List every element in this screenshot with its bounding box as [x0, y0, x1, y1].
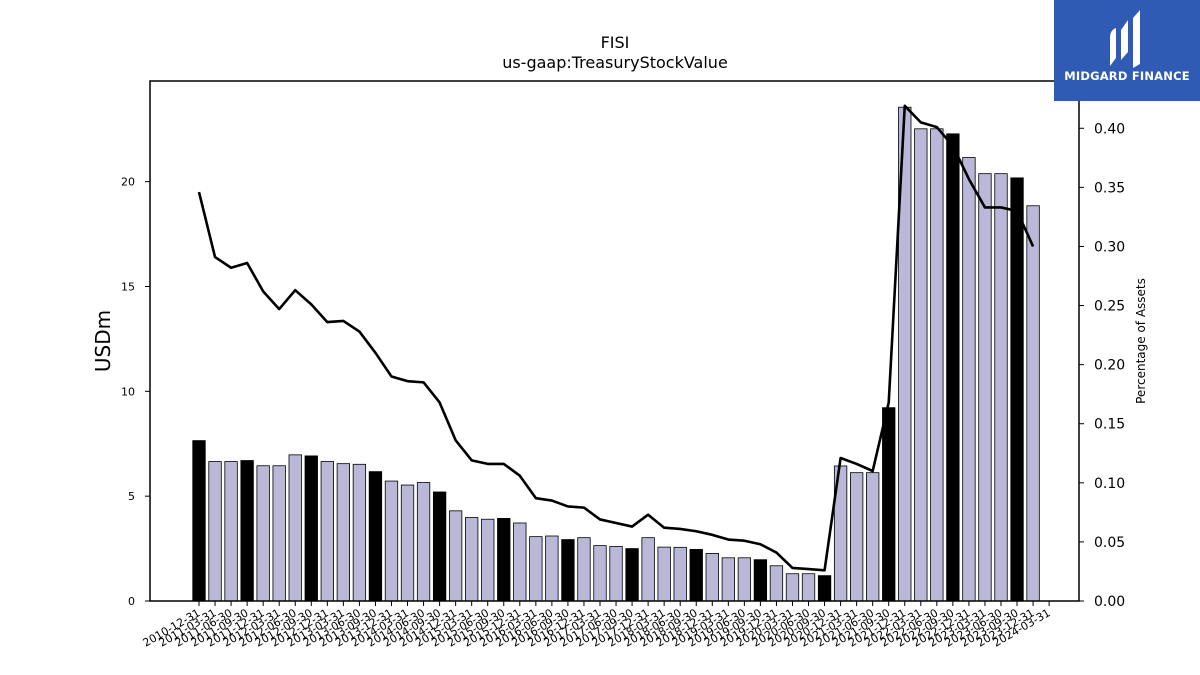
bar	[801, 573, 816, 602]
bar	[368, 471, 383, 602]
bar	[577, 537, 591, 602]
line-series	[197, 104, 1035, 572]
bar	[561, 539, 575, 602]
bar	[481, 518, 495, 602]
y-axis-label: USDm	[91, 310, 115, 372]
bar	[978, 173, 992, 602]
bar	[416, 482, 431, 602]
bar	[497, 517, 511, 602]
bar	[769, 565, 784, 602]
y2-tick-label: 0.00	[1094, 594, 1125, 610]
bar	[545, 535, 559, 602]
bar	[384, 480, 399, 602]
line-path	[197, 104, 1035, 572]
bar	[208, 461, 222, 602]
bar	[721, 557, 735, 602]
bar	[336, 463, 351, 602]
y-tick-label: 0	[128, 595, 135, 608]
bar	[240, 460, 254, 602]
y2-tick-label: 0.10	[1094, 476, 1125, 492]
bar	[962, 157, 976, 602]
y2-tick-label: 0.25	[1094, 299, 1125, 315]
bar	[529, 536, 543, 602]
x-axis: 2010-12-312011-03-312011-06-302011-09-30…	[141, 601, 1053, 650]
y2-tick-label: 0.40	[1094, 121, 1125, 137]
chart-title: FISI	[601, 33, 630, 52]
bar	[641, 537, 655, 602]
logo-mark-icon	[1110, 10, 1140, 68]
bar	[288, 454, 302, 602]
bar	[513, 522, 527, 602]
bar	[994, 173, 1008, 602]
bar	[914, 128, 928, 602]
bar	[737, 557, 752, 602]
y-axis-left: 0 5 10 15 20	[121, 176, 150, 608]
y2-tick-label: 0.15	[1094, 417, 1125, 433]
bar	[785, 573, 800, 602]
bar-series	[192, 106, 1040, 602]
bar	[224, 461, 238, 602]
bar	[1026, 205, 1040, 602]
bar	[1010, 177, 1024, 602]
bar	[657, 546, 671, 602]
bar	[352, 463, 367, 602]
bar	[753, 559, 768, 602]
bar	[689, 549, 703, 602]
bar	[625, 548, 639, 602]
bar	[673, 546, 687, 602]
bar	[866, 472, 880, 602]
bar	[946, 133, 960, 602]
bar	[192, 440, 206, 602]
y-axis-right: 0.00 0.05 0.10 0.15 0.20 0.25 0.30 0.35 0.40	[1079, 121, 1125, 610]
bar	[817, 575, 832, 602]
logo-text: MIDGARD FINANCE	[1064, 69, 1190, 83]
bar	[448, 510, 463, 602]
bar	[256, 465, 270, 602]
bar	[593, 545, 607, 602]
bar	[400, 484, 415, 602]
bar	[320, 461, 334, 602]
y-tick-label: 10	[121, 385, 135, 398]
y-tick-label: 20	[121, 176, 135, 189]
y2-tick-label: 0.20	[1094, 358, 1125, 374]
midgard-finance-logo: MIDGARD FINANCE	[1054, 0, 1200, 101]
bar	[304, 455, 318, 602]
bar	[432, 491, 447, 602]
y2-tick-label: 0.35	[1094, 180, 1125, 196]
bar	[272, 465, 286, 602]
bar	[882, 407, 896, 602]
plot-frame	[149, 80, 1080, 602]
chart-subtitle: us-gaap:TreasuryStockValue	[502, 53, 728, 72]
y2-axis-label: Percentage of Assets	[1134, 278, 1148, 404]
y-tick-label: 5	[128, 490, 135, 503]
y2-tick-label: 0.05	[1094, 535, 1125, 551]
bar	[849, 472, 864, 602]
bar	[930, 128, 944, 602]
y-tick-label: 15	[121, 280, 135, 293]
bar	[609, 546, 623, 602]
bar	[465, 517, 479, 602]
y2-tick-label: 0.30	[1094, 239, 1125, 255]
bar	[705, 553, 719, 602]
